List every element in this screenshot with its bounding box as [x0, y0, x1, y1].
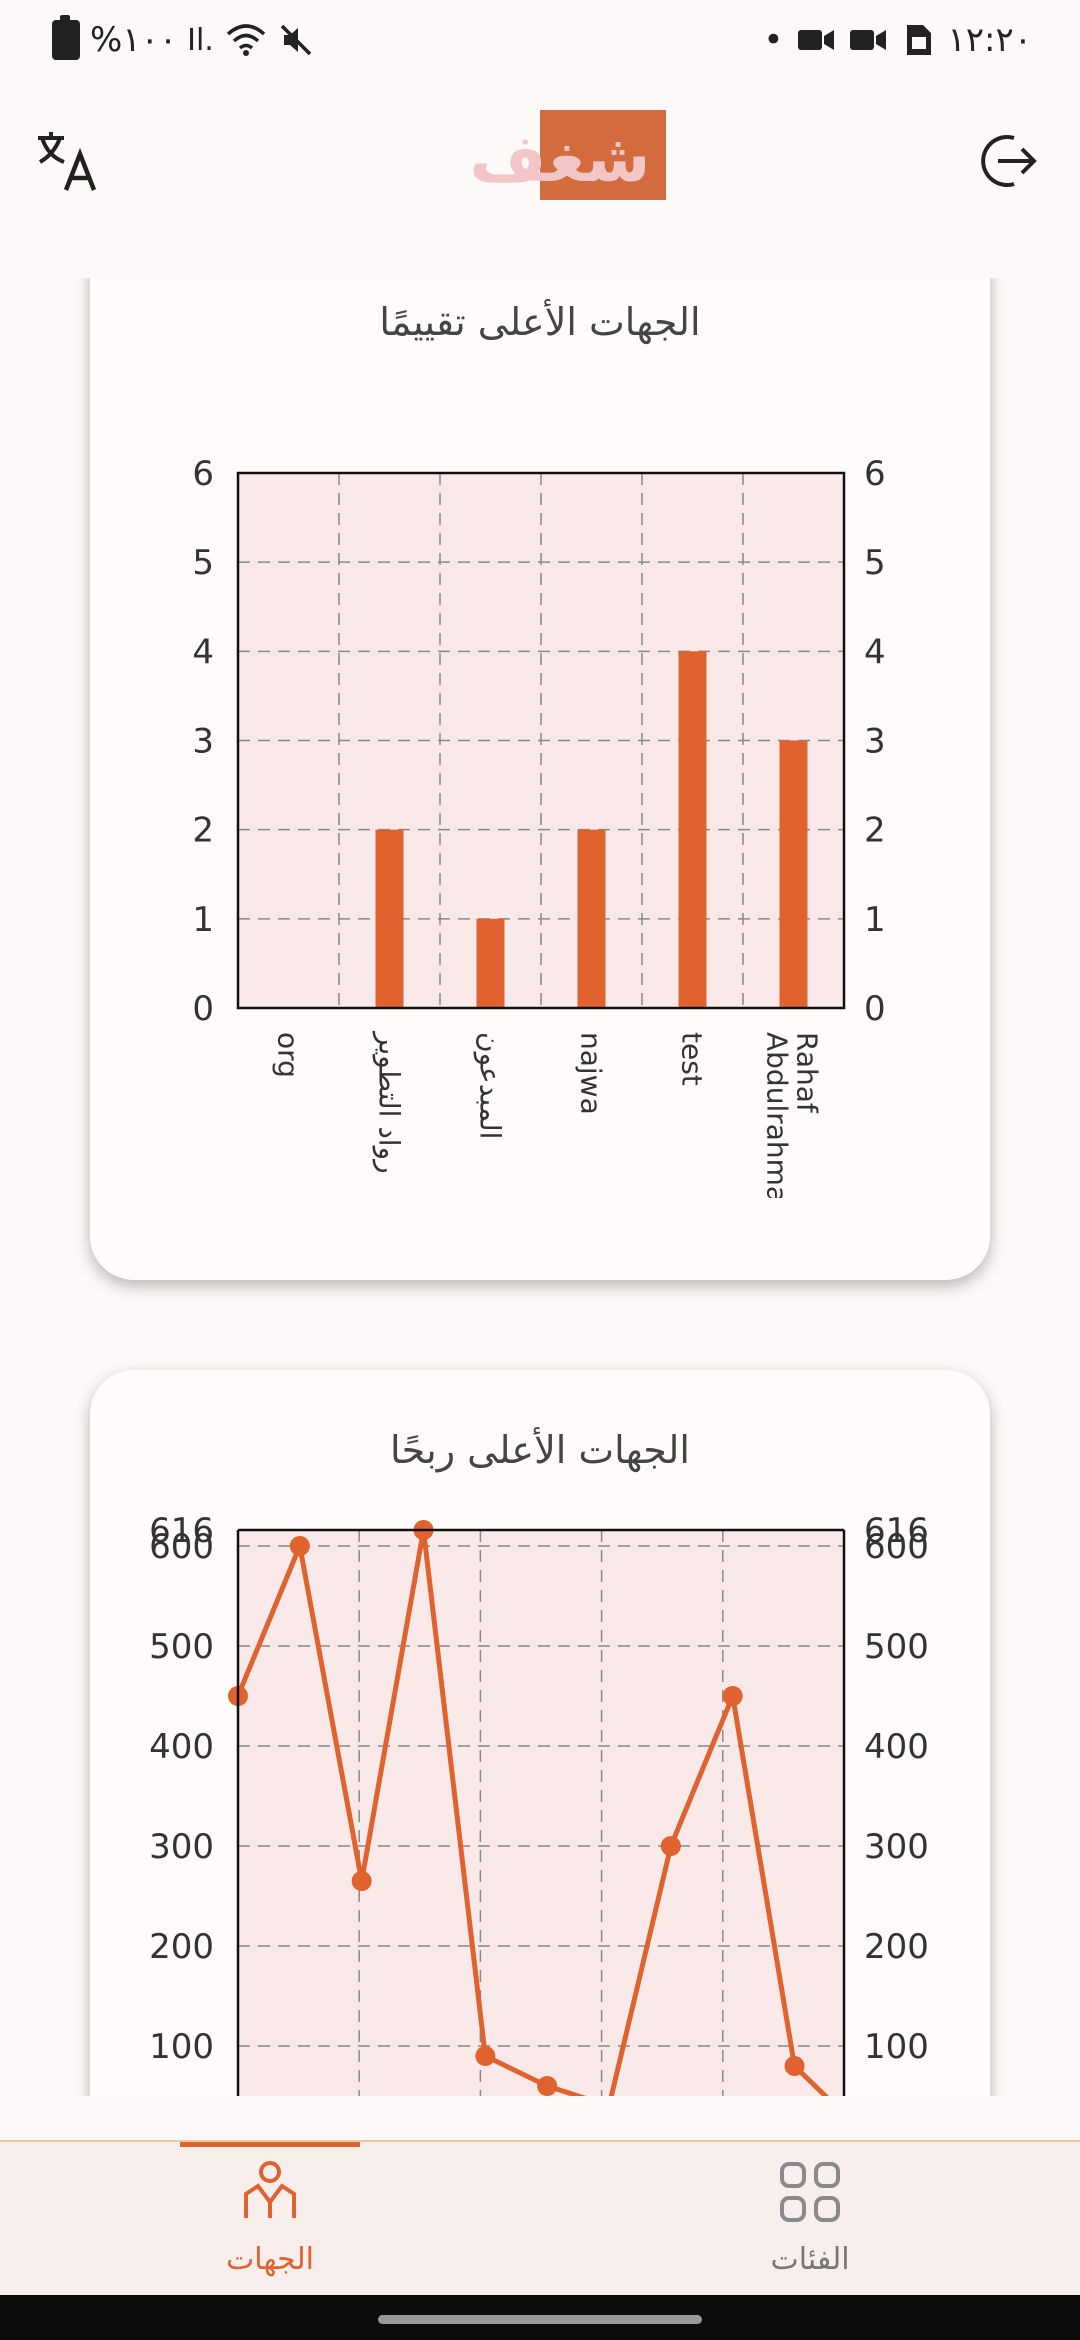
sim-icon [907, 25, 932, 55]
chart1-ytick-right: 6 [864, 454, 886, 494]
content-scroll[interactable]: الجهات الأعلى تقييمًا 0 0 1 1 2 2 3 3 4 4 5 5 6 6 org ر… [0, 278, 1080, 2096]
chart2-ytick-left: 300 [149, 1827, 214, 1867]
chart2-point [351, 1871, 372, 1891]
chart1-ytick-right: 2 [864, 811, 886, 851]
chart1-xtick-text: رواد التطوير [373, 1030, 406, 1174]
status-right: • ١٢:٢٠ [763, 20, 1032, 60]
chart2-ytick-left: 616 [149, 1511, 214, 1551]
battery-level: %١٠٠ [90, 20, 178, 60]
home-indicator[interactable] [378, 2315, 702, 2324]
top-profit-card: الجهات الأعلى ربحًا 100 100 200 200 300 300 40… [90, 1370, 990, 2096]
top-rated-chart: 0 0 1 1 2 2 3 3 4 4 5 5 6 6 org رواد التطوير المبدعون naj… [192, 454, 886, 1198]
chart1-ytick-right: 0 [864, 989, 886, 1029]
video-camera-icon [798, 30, 835, 50]
chart2-ytick-right: 500 [864, 1627, 929, 1667]
chart2-ytick-right: 200 [864, 1927, 929, 1967]
video-camera-icon-2 [850, 30, 887, 50]
chart2-point [475, 2046, 496, 2066]
grid-icon [780, 2162, 840, 2222]
bottom-navigation: الجهات الفئات [0, 2140, 1080, 2297]
chart1-bar [779, 740, 808, 1008]
chart1-ytick-left: 5 [192, 543, 214, 583]
nav-item-categories[interactable]: الفئات [660, 2142, 960, 2297]
chart1-xtick-label: najwa [575, 1032, 608, 1115]
chart1-ytick-right: 5 [864, 543, 886, 583]
chart2-point [289, 1536, 310, 1556]
chart2-ytick-left: 400 [149, 1727, 214, 1767]
chart2-ytick-right: 100 [864, 2027, 929, 2067]
notification-dot: • [763, 20, 784, 60]
nav-label-categories: الفئات [770, 2242, 850, 2277]
chart2-ytick-right: 400 [864, 1727, 929, 1767]
app-logo: شغف [450, 110, 670, 210]
chart1-ytick-right: 3 [864, 722, 886, 762]
chart2-point [537, 2076, 558, 2096]
chart1-xtick-text: org [272, 1032, 305, 1078]
chart2-ytick-right: 300 [864, 1827, 929, 1867]
chart1-xtick-text: المبدعون [474, 1032, 507, 1139]
chart1-ytick-right: 4 [864, 632, 886, 672]
chart2-ytick-right: 600 [864, 1527, 929, 1567]
chart1-bar [375, 829, 404, 1008]
chart2-ytick-left: 200 [149, 1927, 214, 1967]
chart1-bar [577, 829, 606, 1008]
chart1-ytick-left: 2 [192, 811, 214, 851]
battery-icon [52, 15, 80, 60]
chart1-xtick-label: test [676, 1032, 709, 1086]
chart1-xtick-text: najwa [575, 1032, 608, 1115]
nav-label-organizations: الجهات [225, 2242, 315, 2277]
chart1-ytick-left: 0 [192, 989, 214, 1029]
chart1-xtick-text: test [676, 1032, 709, 1086]
mute-icon [280, 24, 312, 56]
app-bar: شغف [0, 88, 1080, 278]
chart2-title: الجهات الأعلى ربحًا [390, 1428, 690, 1472]
chart1-ytick-left: 6 [192, 454, 214, 494]
chart2-ytick-left: 600 [149, 1527, 214, 1567]
chart2-point [784, 2056, 805, 2076]
chart1-bar [678, 651, 707, 1008]
chart2-point [722, 1686, 743, 1706]
chart1-xtick-text: Abdulrahman [761, 1032, 794, 1198]
signal-icon: Il. [187, 22, 214, 58]
nav-active-indicator [180, 2142, 360, 2147]
chart2-point [660, 1836, 681, 1856]
chart1-xtick-text: Rahaf [791, 1032, 824, 1114]
chart2-ytick-right: 616 [864, 1511, 929, 1551]
chart1-ytick-right: 1 [864, 900, 886, 940]
status-left: %١٠٠ Il. [52, 15, 314, 60]
status-bar: %١٠٠ Il. • ١٢:٢٠ [0, 0, 1080, 88]
top-rated-card: الجهات الأعلى تقييمًا 0 0 1 1 2 2 3 3 4 4 5 5 6 6 org ر… [90, 278, 990, 1280]
chart1-ytick-left: 1 [192, 900, 214, 940]
chart1-ytick-left: 4 [192, 632, 214, 672]
chart1-xtick-label: org [272, 1032, 305, 1078]
nav-item-organizations[interactable]: الجهات [120, 2142, 420, 2297]
translate-icon[interactable] [34, 128, 100, 194]
logo-box [540, 110, 666, 200]
chart1-bar [476, 918, 505, 1008]
chart1-title: الجهات الأعلى تقييمًا [379, 300, 701, 344]
clock: ١٢:٢٠ [947, 20, 1032, 60]
chart2-plot-area [238, 1530, 844, 2096]
chart2-ytick-left: 500 [149, 1627, 214, 1667]
chart1-plot-border [236, 471, 846, 1010]
chart2-ytick-left: 100 [149, 2027, 214, 2067]
chart1-xtick-label: رواد التطوير [373, 1030, 406, 1174]
organization-icon [244, 2161, 296, 2218]
wifi-icon [226, 24, 265, 56]
logo-text: شغف [469, 120, 651, 197]
chart1-xtick-label: المبدعون [474, 1032, 507, 1139]
chart1-ytick-left: 3 [192, 722, 214, 762]
system-home-bar [0, 2295, 1080, 2340]
logout-icon[interactable] [974, 128, 1040, 194]
